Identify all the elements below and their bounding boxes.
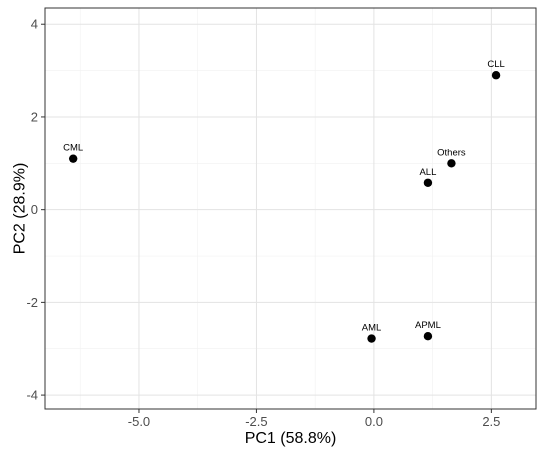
x-tick-label: 0.0 (365, 414, 383, 429)
y-tick-label: -4 (26, 388, 38, 403)
data-point-label: CLL (487, 59, 504, 70)
axis-ticks: -5.0 -2.5 0.0 2.5 -4 -2 0 2 4 (26, 17, 500, 429)
data-point (68, 154, 78, 163)
data-point (423, 178, 433, 187)
y-tick-label: 0 (31, 202, 38, 217)
y-tick-label: 2 (31, 109, 38, 124)
data-point-label: ALL (419, 167, 436, 178)
data-point (447, 159, 456, 168)
y-tick-label: 4 (31, 17, 38, 32)
x-tick-label: -2.5 (245, 414, 267, 429)
data-point (367, 334, 376, 343)
y-tick-label: -2 (26, 295, 38, 310)
data-point-label: APML (415, 320, 441, 331)
grid-lines (45, 8, 536, 409)
data-point-label: Others (437, 147, 466, 158)
data-point-label: CML (63, 143, 83, 154)
x-tick-label: -5.0 (128, 414, 150, 429)
data-point-label: AML (362, 323, 382, 334)
data-point (491, 71, 501, 80)
x-tick-label: 2.5 (482, 414, 500, 429)
x-axis-title: PC1 (58.8%) (245, 430, 337, 447)
data-point (423, 332, 433, 341)
y-axis-title: PC2 (28.9%) (12, 163, 29, 255)
plot-panel-border (44, 7, 537, 410)
